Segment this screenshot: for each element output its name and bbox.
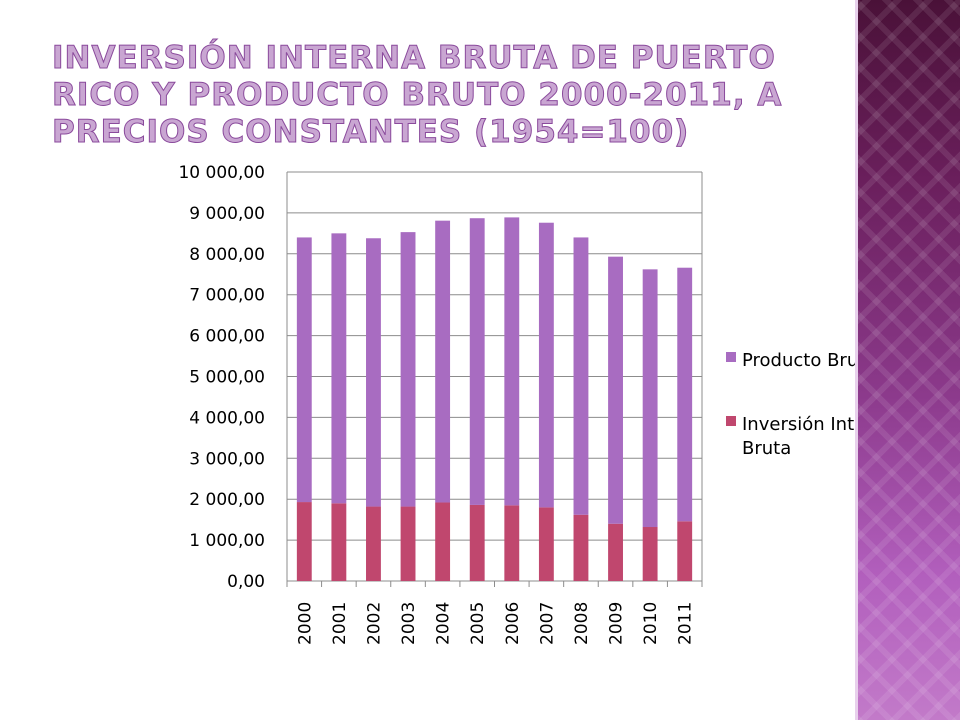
bar-inversion-interna-bruta-2006 bbox=[504, 505, 520, 581]
stacked-bar-chart: 0,00 1 000,00 2 000,00 3 000,00 4 000,00 5 00… bbox=[178, 163, 855, 645]
y-tick-label: 6 000,00 bbox=[189, 327, 265, 347]
x-tick-label: 2007 bbox=[537, 602, 557, 645]
x-tick-label: 2001 bbox=[330, 602, 350, 645]
x-tick-label: 2002 bbox=[364, 602, 384, 645]
x-tick-label: 2006 bbox=[503, 602, 523, 645]
y-tick-label: 9 000,00 bbox=[189, 204, 265, 224]
bar-inversion-interna-bruta-2000 bbox=[296, 502, 312, 581]
x-tick-label: 2003 bbox=[399, 602, 419, 645]
y-tick-label: 1 000,00 bbox=[189, 531, 265, 551]
gridlines bbox=[286, 171, 703, 582]
y-tick-label: 7 000,00 bbox=[189, 286, 265, 306]
bar-producto-bruto-2003 bbox=[400, 232, 416, 507]
x-tick-label: 2011 bbox=[676, 602, 696, 645]
bar-inversion-interna-bruta-2009 bbox=[608, 523, 623, 581]
bars bbox=[296, 217, 693, 581]
slide-title: Inversión Interna Bruta de Puerto Rico y… bbox=[52, 40, 783, 151]
y-tick-label: 0,00 bbox=[227, 572, 265, 592]
x-tick-label: 2009 bbox=[607, 602, 627, 645]
bar-producto-bruto-2001 bbox=[331, 233, 347, 504]
y-tick-label: 3 000,00 bbox=[189, 449, 265, 469]
decorative-side-band bbox=[855, 0, 960, 720]
bar-producto-bruto-2002 bbox=[366, 238, 381, 507]
legend-swatch-producto-bruto bbox=[726, 352, 736, 362]
legend: Producto Bruto Inversión Interna Bruta bbox=[726, 350, 855, 459]
bar-producto-bruto-2008 bbox=[573, 237, 589, 515]
bar-producto-bruto-2000 bbox=[296, 237, 312, 503]
bar-inversion-interna-bruta-2010 bbox=[642, 527, 658, 581]
legend-label-inversion-interna-bruta: Inversión Interna Bruta bbox=[742, 414, 855, 459]
bar-producto-bruto-2007 bbox=[538, 222, 554, 508]
x-tick-label: 2010 bbox=[641, 602, 661, 645]
legend-label-producto-bruto: Producto Bruto bbox=[742, 350, 855, 371]
legend-label-line: Bruta bbox=[742, 438, 791, 459]
bar-inversion-interna-bruta-2003 bbox=[400, 506, 416, 581]
side-band-edge bbox=[855, 0, 858, 720]
bar-producto-bruto-2005 bbox=[469, 218, 485, 505]
y-tick-label: 8 000,00 bbox=[189, 245, 265, 265]
y-tick-label: 4 000,00 bbox=[189, 408, 265, 428]
x-axis-tick-labels: 2000 2001 2002 2003 2004 2005 2006 2007 2008 2009… bbox=[286, 581, 703, 645]
bar-producto-bruto-2006 bbox=[504, 217, 520, 506]
y-tick-label: 10 000,00 bbox=[178, 163, 265, 183]
legend-swatch-inversion-interna-bruta bbox=[726, 416, 736, 426]
bar-inversion-interna-bruta-2001 bbox=[331, 503, 347, 581]
bar-producto-bruto-2009 bbox=[608, 256, 623, 524]
x-tick-label: 2008 bbox=[572, 602, 592, 645]
y-tick-label: 2 000,00 bbox=[189, 490, 265, 510]
bar-inversion-interna-bruta-2004 bbox=[435, 502, 451, 581]
x-tick-label: 2000 bbox=[295, 602, 315, 645]
bar-inversion-interna-bruta-2002 bbox=[366, 506, 381, 581]
bar-inversion-interna-bruta-2005 bbox=[469, 504, 485, 581]
legend-label-line: Inversión Interna bbox=[742, 414, 855, 435]
bar-producto-bruto-2011 bbox=[677, 267, 693, 522]
bar-producto-bruto-2010 bbox=[642, 269, 658, 528]
x-tick-label: 2004 bbox=[434, 602, 454, 645]
bar-inversion-interna-bruta-2007 bbox=[538, 507, 554, 581]
x-tick-label: 2005 bbox=[468, 602, 488, 645]
bar-inversion-interna-bruta-2008 bbox=[573, 514, 589, 581]
bar-inversion-interna-bruta-2011 bbox=[677, 521, 693, 581]
y-axis-tick-labels: 0,00 1 000,00 2 000,00 3 000,00 4 000,00 5 00… bbox=[178, 163, 265, 592]
bar-producto-bruto-2004 bbox=[435, 220, 451, 503]
y-tick-label: 5 000,00 bbox=[189, 368, 265, 388]
